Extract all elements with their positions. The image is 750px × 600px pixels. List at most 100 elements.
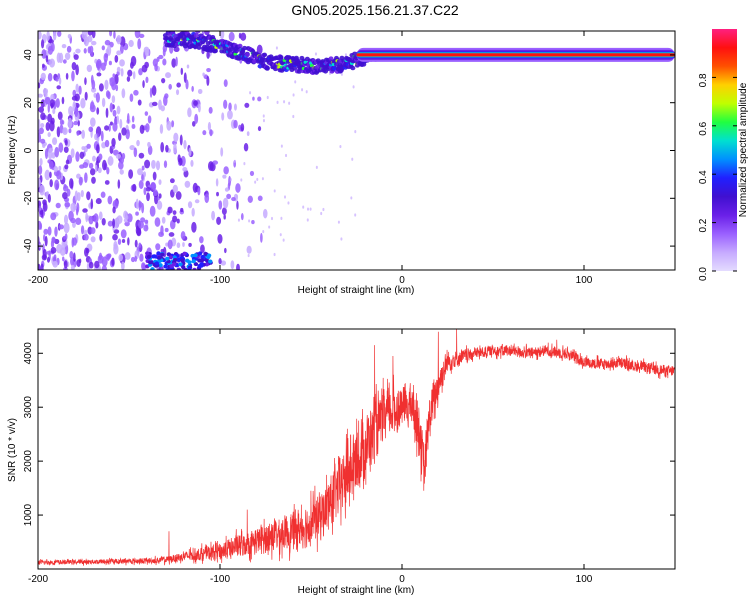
heatmap-cell bbox=[133, 89, 139, 96]
heatmap-y-tick-label: 20 bbox=[23, 97, 34, 109]
heatmap-cell bbox=[104, 180, 110, 185]
heatmap-cell bbox=[113, 229, 120, 234]
heatmap-cell bbox=[95, 198, 102, 205]
heatmap-cell bbox=[54, 226, 58, 237]
heatmap-cell bbox=[221, 112, 225, 121]
heatmap-cell bbox=[279, 233, 282, 237]
heatmap-cell bbox=[75, 83, 79, 93]
heatmap-cell bbox=[352, 85, 355, 89]
heatmap-cell bbox=[305, 90, 308, 94]
heatmap-cell bbox=[228, 102, 232, 111]
heatmap-cell bbox=[55, 76, 59, 82]
heatmap-x-ticks: -200 -100 0 100 bbox=[28, 31, 593, 286]
heatmap-cell bbox=[257, 96, 262, 102]
snr-x-ticks: -200 -100 0 100 bbox=[28, 329, 593, 585]
heatmap-cell bbox=[315, 165, 318, 169]
heatmap-cell bbox=[141, 165, 145, 171]
heatmap-cell bbox=[168, 255, 173, 260]
heatmap-cell bbox=[285, 153, 288, 158]
heatmap-cell bbox=[137, 99, 142, 106]
heatmap-cell bbox=[233, 159, 236, 163]
heatmap-cell bbox=[191, 221, 197, 233]
heatmap-cell bbox=[125, 215, 129, 221]
heatmap-cell bbox=[90, 101, 95, 110]
heatmap-cell bbox=[135, 198, 139, 210]
heatmap-cell bbox=[66, 188, 71, 197]
heatmap-cell bbox=[261, 177, 264, 181]
snr-panel: -200 -100 0 100 1000 2000 3000 4000 Height of … bbox=[7, 328, 676, 596]
heatmap-y-axis-label: Frequency (Hz) bbox=[7, 116, 18, 185]
heatmap-cell bbox=[42, 63, 45, 68]
heatmap-cell bbox=[63, 260, 68, 269]
heatmap-cell bbox=[192, 120, 196, 127]
heatmap-cell bbox=[102, 159, 107, 171]
carrier-band-layer bbox=[356, 53, 675, 57]
heatmap-cell bbox=[52, 260, 58, 268]
heatmap-cell bbox=[108, 123, 111, 132]
heatmap-cell bbox=[256, 177, 259, 182]
heatmap-cell bbox=[161, 77, 166, 84]
heatmap-cell bbox=[101, 97, 106, 108]
heatmap-cell bbox=[249, 170, 255, 177]
heatmap-cell bbox=[126, 213, 133, 223]
heatmap-cell bbox=[105, 254, 111, 260]
heatmap-cell bbox=[70, 202, 77, 213]
heatmap-cell bbox=[90, 40, 97, 46]
heatmap-cell bbox=[292, 93, 295, 97]
heatmap-cell bbox=[93, 213, 99, 223]
heatmap-cell bbox=[94, 133, 98, 141]
heatmap-cell bbox=[106, 44, 112, 56]
heatmap-cell bbox=[175, 89, 180, 96]
heatmap-cell bbox=[229, 178, 232, 182]
heatmap-cell bbox=[81, 31, 88, 40]
heatmap-cell bbox=[64, 202, 71, 208]
heatmap-cell bbox=[124, 252, 131, 260]
snr-x-tick-label: -200 bbox=[28, 574, 48, 585]
colorbar: 0.0 0.2 0.4 0.6 0.8 Normalized spectral ampl… bbox=[698, 29, 749, 281]
heatmap-cell bbox=[337, 220, 340, 224]
heatmap-cell bbox=[77, 192, 81, 202]
heatmap-cell bbox=[87, 31, 93, 36]
heatmap-cell bbox=[47, 226, 52, 236]
heatmap-cell bbox=[141, 64, 148, 73]
heatmap-cell bbox=[185, 79, 189, 90]
heatmap-cell bbox=[187, 201, 193, 209]
heatmap-cell bbox=[135, 211, 139, 216]
heatmap-cell bbox=[182, 251, 187, 256]
heatmap-cell bbox=[139, 124, 145, 135]
heatmap-cell bbox=[121, 239, 126, 244]
heatmap-cell bbox=[158, 193, 162, 199]
heatmap-cell bbox=[209, 129, 213, 137]
heatmap-cell bbox=[80, 97, 86, 109]
heatmap-cell bbox=[168, 83, 172, 90]
heatmap-cell bbox=[75, 217, 82, 226]
heatmap-cell bbox=[75, 64, 79, 76]
heatmap-cell bbox=[70, 264, 75, 270]
heatmap-cell bbox=[66, 45, 72, 53]
heatmap-cell bbox=[276, 100, 279, 104]
heatmap-cell bbox=[149, 87, 153, 98]
heatmap-cell bbox=[95, 92, 100, 103]
heatmap-cell bbox=[188, 147, 192, 157]
heatmap-cell bbox=[85, 248, 90, 254]
heatmap-cell bbox=[206, 68, 211, 73]
heatmap-cell bbox=[242, 45, 248, 51]
heatmap-cell bbox=[78, 176, 83, 186]
heatmap-cell bbox=[62, 59, 67, 64]
heatmap-cell bbox=[50, 93, 55, 101]
heatmap-cell bbox=[262, 52, 268, 58]
heatmap-cell bbox=[150, 267, 155, 270]
heatmap-cell bbox=[187, 260, 192, 265]
heatmap-cell bbox=[46, 31, 50, 41]
heatmap-cell bbox=[208, 259, 213, 264]
heatmap-cell bbox=[212, 160, 219, 165]
heatmap-cell bbox=[179, 134, 183, 146]
heatmap-cell bbox=[99, 233, 103, 242]
heatmap-cell bbox=[144, 111, 149, 116]
heatmap-cell bbox=[251, 220, 255, 225]
heatmap-cell bbox=[145, 186, 152, 192]
heatmap-cell bbox=[45, 121, 51, 131]
heatmap-cell bbox=[86, 191, 91, 201]
heatmap-cell bbox=[43, 228, 49, 235]
